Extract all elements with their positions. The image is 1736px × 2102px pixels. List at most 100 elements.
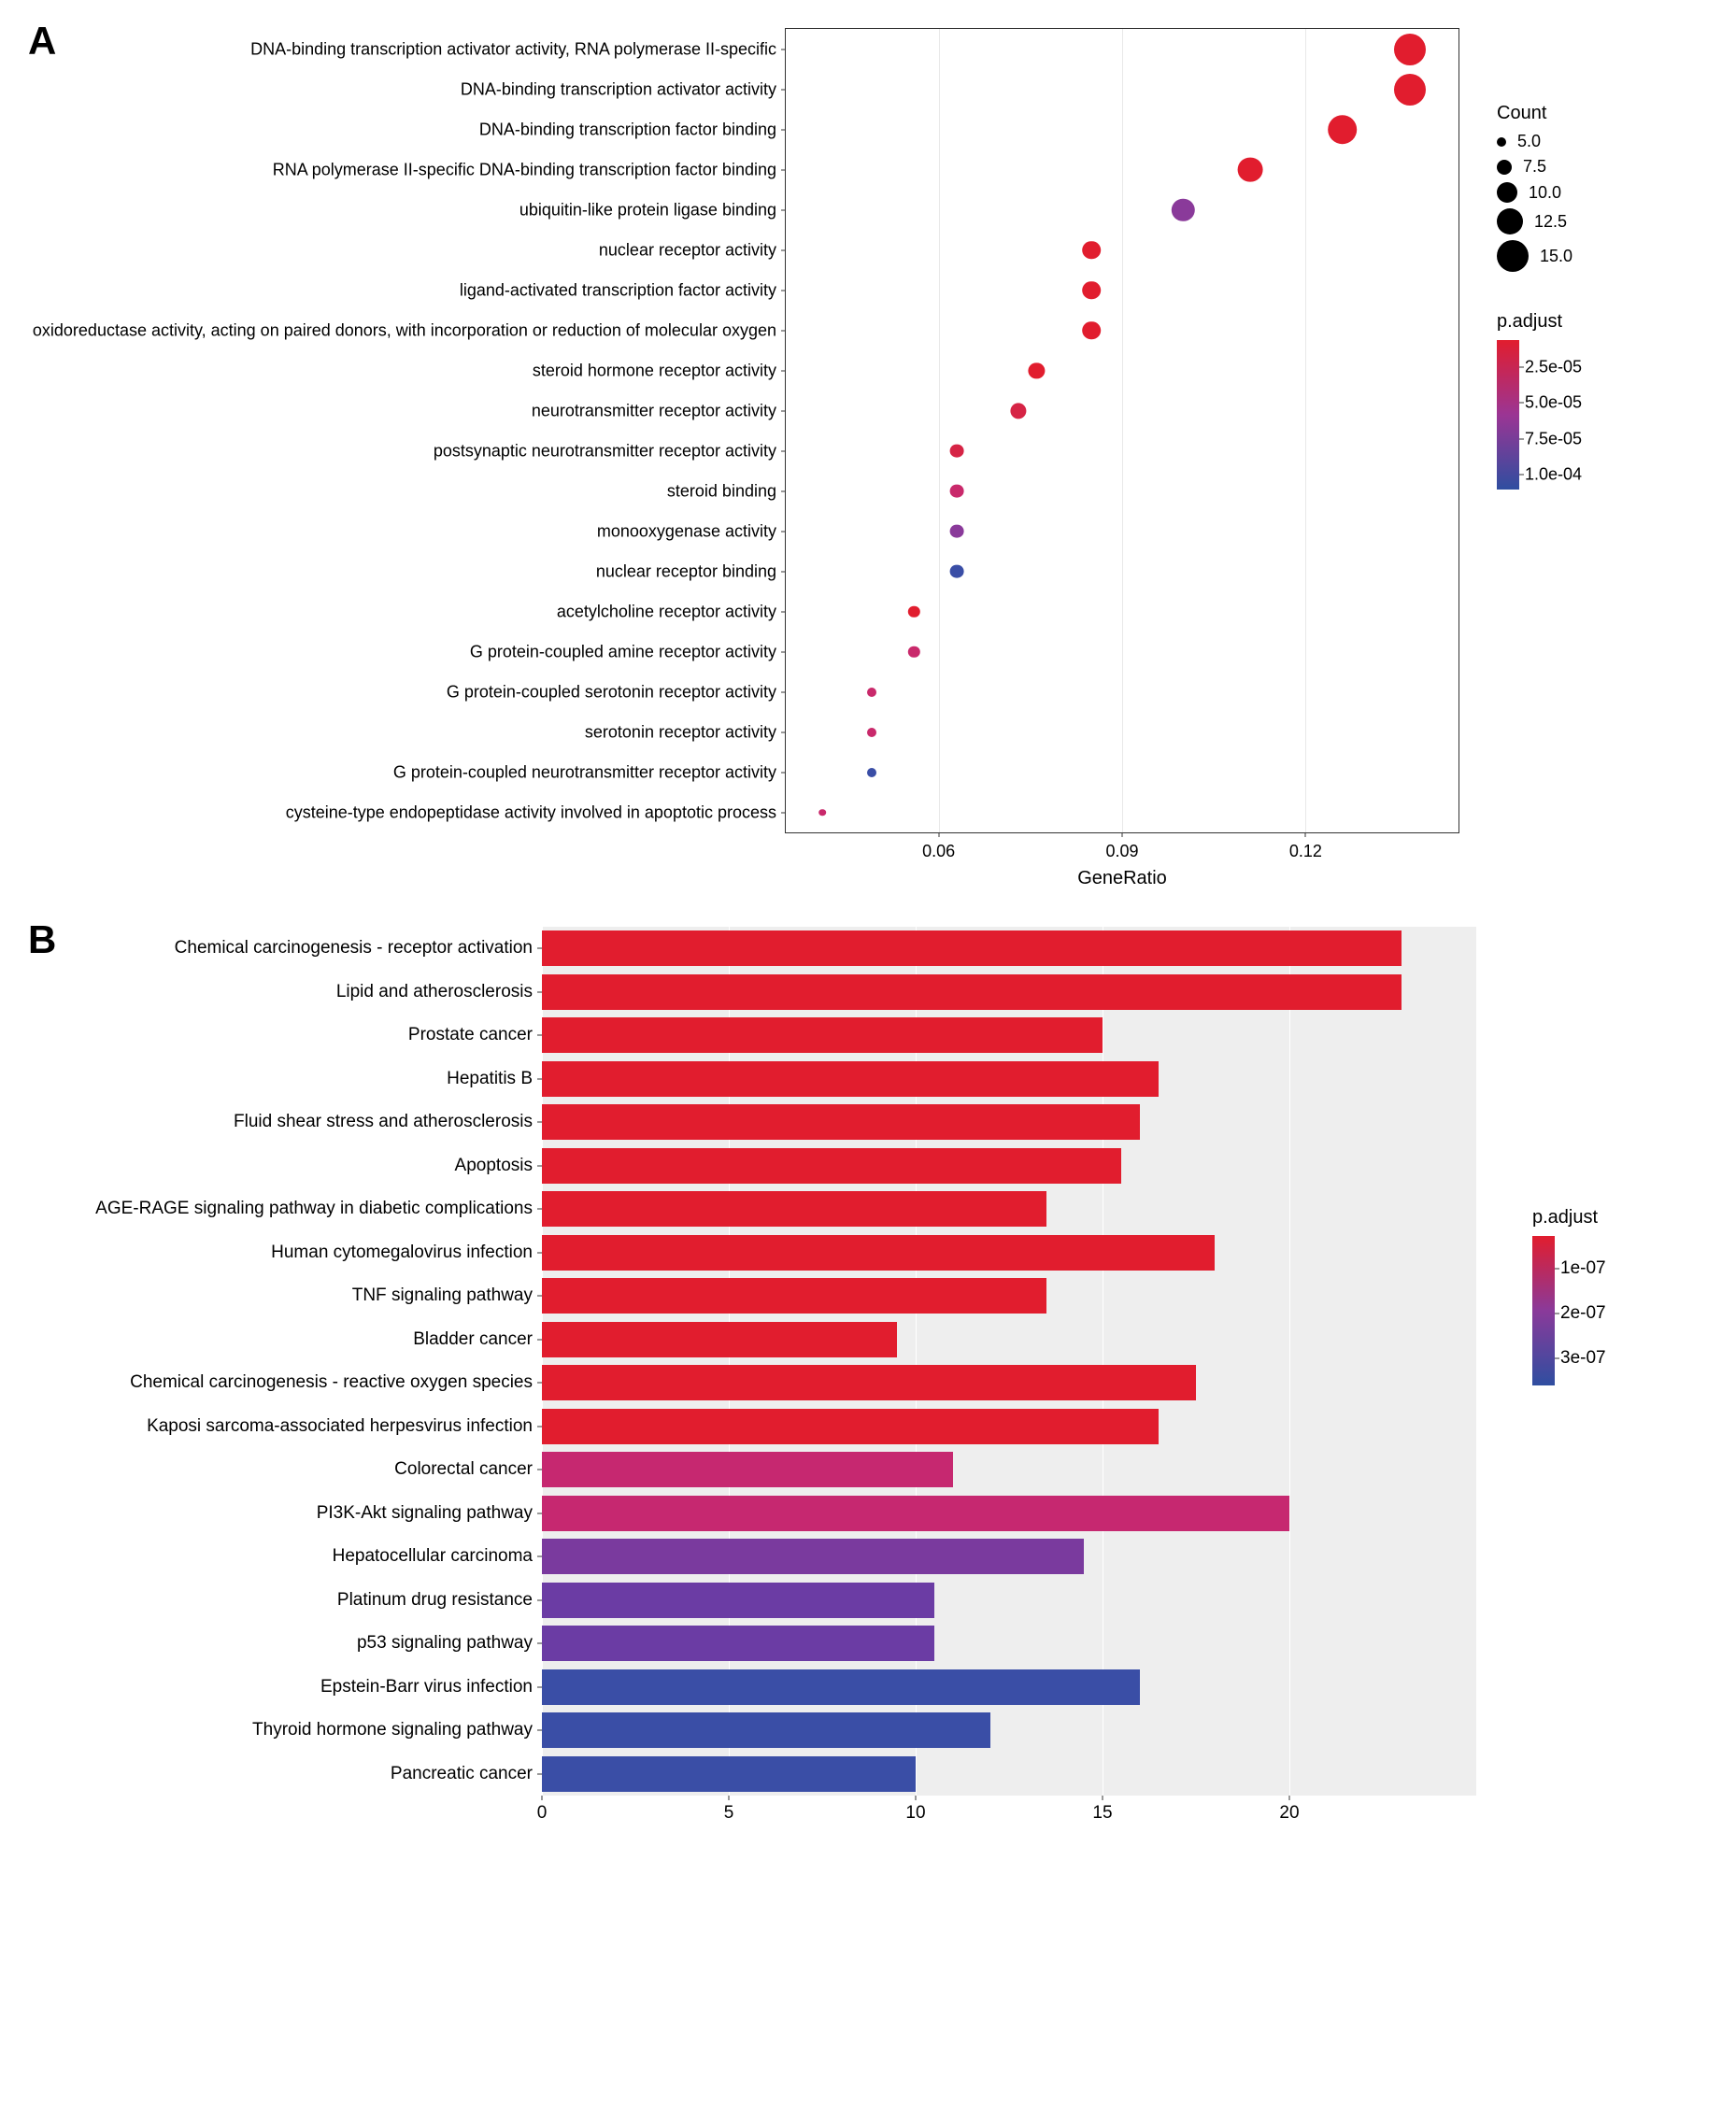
barplot-y-label: Chemical carcinogenesis - reactive oxyge… xyxy=(130,1372,542,1393)
padj-tick-a: 7.5e-05 xyxy=(1525,429,1582,448)
barplot-bar xyxy=(542,1191,1046,1227)
barplot-bar xyxy=(542,1669,1140,1705)
dotplot-gridline xyxy=(1122,29,1123,832)
dotplot-point xyxy=(818,809,826,817)
barplot-bar-row xyxy=(542,1104,1140,1140)
padj-tick-a: 1.0e-04 xyxy=(1525,465,1582,485)
dotplot-x-tick: 0.09 xyxy=(1105,842,1138,861)
dotplot-y-label: ubiquitin-like protein ligase binding xyxy=(519,200,786,220)
padj-legend-title-a: p.adjust xyxy=(1497,311,1572,333)
barplot-bar-row xyxy=(542,1496,1289,1531)
padj-color-bar-a: 2.5e-055.0e-057.5e-051.0e-04 xyxy=(1497,340,1519,490)
count-legend-label: 5.0 xyxy=(1517,132,1541,151)
barplot-bar xyxy=(542,1496,1289,1531)
count-legend-dot xyxy=(1497,160,1512,175)
panel-b-label: B xyxy=(28,917,56,962)
dotplot-chart-area: GeneRatio 0.060.090.12 DNA-binding trans… xyxy=(785,28,1459,833)
barplot-bar-row xyxy=(542,1626,934,1661)
barplot-bar-row xyxy=(542,1365,1196,1400)
barplot-bar xyxy=(542,930,1402,966)
barplot-bar xyxy=(542,974,1402,1010)
barplot-y-label: AGE-RAGE signaling pathway in diabetic c… xyxy=(95,1199,542,1219)
count-legend-label: 15.0 xyxy=(1540,247,1572,266)
padj-tick-b: 3e-07 xyxy=(1560,1348,1606,1369)
count-legend-title: Count xyxy=(1497,103,1572,124)
dotplot-wrap: GeneRatio 0.060.090.12 DNA-binding trans… xyxy=(84,28,1708,833)
barplot-wrap: 05101520 Chemical carcinogenesis - recep… xyxy=(84,927,1708,1796)
padj-tick-b: 2e-07 xyxy=(1560,1303,1606,1324)
barplot-y-label: Chemical carcinogenesis - receptor activ… xyxy=(175,938,542,959)
dotplot-y-label: RNA polymerase II-specific DNA-binding t… xyxy=(273,160,786,179)
barplot-bar-row xyxy=(542,930,1402,966)
barplot-y-label: TNF signaling pathway xyxy=(352,1285,542,1306)
count-legend-dot xyxy=(1497,208,1523,234)
dotplot-point xyxy=(908,605,919,617)
dotplot-legend: Count 5.07.510.012.515.0 p.adjust 2.5e-0… xyxy=(1497,28,1572,490)
dotplot-y-label: acetylcholine receptor activity xyxy=(557,602,786,621)
count-legend-row: 15.0 xyxy=(1497,240,1572,272)
barplot-bar-row xyxy=(542,1712,990,1748)
padj-color-bar-b: 1e-072e-073e-07 xyxy=(1532,1236,1555,1385)
barplot-bar xyxy=(542,1278,1046,1314)
count-legend-row: 5.0 xyxy=(1497,132,1572,151)
barplot-x-tick: 15 xyxy=(1092,1803,1112,1824)
dotplot-y-label: DNA-binding transcription factor binding xyxy=(479,120,786,139)
dotplot-y-label: oxidoreductase activity, acting on paire… xyxy=(33,320,786,340)
dotplot-point xyxy=(867,688,876,697)
barplot-x-tick: 0 xyxy=(537,1803,548,1824)
barplot-bar-row xyxy=(542,1322,897,1357)
barplot-y-label: Human cytomegalovirus infection xyxy=(271,1243,542,1263)
barplot-y-label: Epstein-Barr virus infection xyxy=(320,1677,542,1697)
barplot-bar xyxy=(542,1365,1196,1400)
barplot-x-tick: 5 xyxy=(724,1803,734,1824)
barplot-bar xyxy=(542,1626,934,1661)
count-legend-row: 12.5 xyxy=(1497,208,1572,234)
dotplot-point xyxy=(1010,403,1026,419)
barplot-gridline xyxy=(916,927,917,1796)
panel-a: A GeneRatio 0.060.090.12 DNA-binding tra… xyxy=(28,28,1708,833)
barplot-y-label: Fluid shear stress and atherosclerosis xyxy=(234,1112,542,1132)
dotplot-x-axis: GeneRatio 0.060.090.12 xyxy=(786,832,1459,888)
barplot-bar xyxy=(542,1148,1121,1184)
count-legend-dot xyxy=(1497,182,1517,203)
dotplot-point xyxy=(1394,34,1426,65)
barplot-bar xyxy=(542,1409,1159,1444)
barplot-y-label: Thyroid hormone signaling pathway xyxy=(252,1720,542,1740)
barplot-bar xyxy=(542,1756,916,1792)
padj-tick-a: 2.5e-05 xyxy=(1525,357,1582,376)
barplot-chart-area: 05101520 Chemical carcinogenesis - recep… xyxy=(542,927,1476,1796)
dotplot-point xyxy=(1328,115,1358,145)
count-legend-row: 10.0 xyxy=(1497,182,1572,203)
dotplot-point xyxy=(867,728,876,737)
dotplot-point xyxy=(1238,157,1263,182)
panel-a-label: A xyxy=(28,19,56,64)
dotplot-y-label: cysteine-type endopeptidase activity inv… xyxy=(286,802,786,822)
dotplot-point xyxy=(1082,281,1101,300)
dotplot-gridline xyxy=(939,29,940,832)
barplot-bar-row xyxy=(542,974,1402,1010)
barplot-bar-row xyxy=(542,1278,1046,1314)
dotplot-y-label: DNA-binding transcription activator acti… xyxy=(461,79,786,99)
barplot-bar xyxy=(542,1583,934,1618)
dotplot-point xyxy=(1029,362,1045,378)
dotplot-y-label: nuclear receptor binding xyxy=(596,561,786,581)
barplot-bar xyxy=(542,1061,1159,1097)
barplot-bar xyxy=(542,1712,990,1748)
dotplot-point xyxy=(1394,74,1426,106)
dotplot-y-label: steroid binding xyxy=(667,481,786,501)
barplot-y-label: Lipid and atherosclerosis xyxy=(336,982,542,1002)
dotplot-y-label: nuclear receptor activity xyxy=(599,240,786,260)
dotplot-x-tick: 0.06 xyxy=(922,842,955,861)
dotplot-y-label: postsynaptic neurotransmitter receptor a… xyxy=(434,441,786,461)
barplot-gridline xyxy=(1289,927,1290,1796)
dotplot-y-label: monooxygenase activity xyxy=(597,521,786,541)
barplot-y-label: Colorectal cancer xyxy=(394,1459,542,1480)
dotplot-gridline xyxy=(1305,29,1306,832)
barplot-y-label: Hepatitis B xyxy=(447,1069,542,1089)
dotplot-y-label: steroid hormone receptor activity xyxy=(533,361,786,380)
dotplot-point xyxy=(867,768,876,777)
barplot-bar-row xyxy=(542,1148,1121,1184)
barplot-legend: p.adjust 1e-072e-073e-07 xyxy=(1532,927,1598,1385)
barplot-y-label: PI3K-Akt signaling pathway xyxy=(317,1503,542,1524)
count-legend-label: 12.5 xyxy=(1534,212,1567,232)
